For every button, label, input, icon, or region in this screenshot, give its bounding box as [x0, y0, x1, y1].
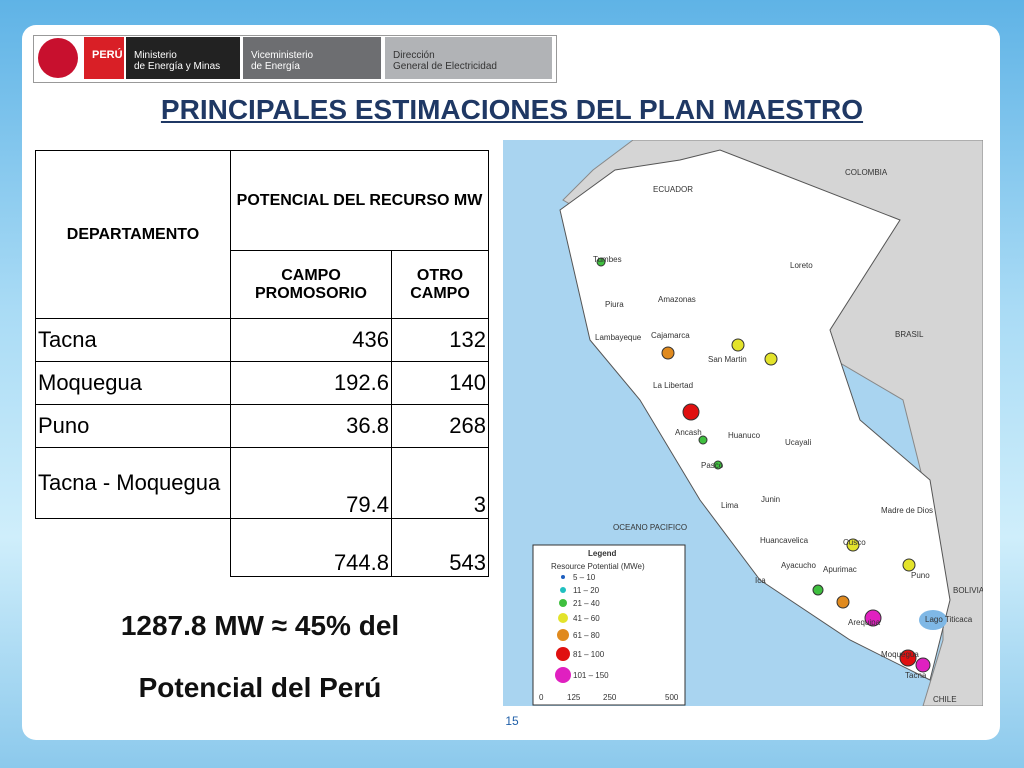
map-label: Huancavelica: [760, 536, 809, 545]
logo-text: Dirección: [393, 50, 435, 61]
cell: Moquegua: [35, 361, 231, 405]
summary: Potencial del Perú: [138, 672, 382, 703]
map-label: Amazonas: [658, 295, 696, 304]
legend-item: 5 – 10: [573, 573, 596, 582]
scale-label: 250: [603, 693, 617, 702]
map-label: BOLIVIA: [953, 586, 983, 595]
cell: 543: [391, 518, 489, 577]
cell: Tacna - Moquegua: [35, 447, 231, 519]
logo-text: General de Electricidad: [393, 61, 497, 72]
cell: Tacna: [35, 318, 231, 362]
header-cell: CAMPO PROMOSORIO: [230, 250, 392, 319]
map-label: OCEANO PACIFICO: [613, 523, 687, 532]
logo-text: Ministerio: [134, 50, 177, 61]
map-label: Lambayeque: [595, 333, 642, 342]
legend-item: 41 – 60: [573, 614, 600, 623]
header-cell: POTENCIAL DEL RECURSO MW: [230, 150, 489, 251]
map-label: Huanuco: [728, 431, 761, 440]
cell: Puno: [35, 404, 231, 448]
map-label: Arequipa: [848, 618, 881, 627]
legend-item: 61 – 80: [573, 631, 600, 640]
map-label: COLOMBIA: [845, 168, 888, 177]
cell: 36.8: [230, 404, 392, 448]
legend-item: 11 – 20: [573, 586, 600, 595]
map-label: Tumbes: [593, 255, 622, 264]
logo-text: de Energía: [251, 61, 300, 72]
map-label: Lago Titicaca: [925, 615, 973, 624]
title: PRINCIPALES ESTIMACIONES DEL PLAN MAESTR…: [160, 94, 864, 125]
logo-vice: Viceministerio de Energía: [243, 37, 381, 79]
legend-subtitle: Resource Potential (MWe): [551, 562, 645, 571]
page-number: 15: [505, 714, 519, 728]
lake: [919, 610, 947, 630]
dots: [596, 257, 931, 673]
logo-text: PERÚ: [92, 49, 123, 61]
legend-item: 101 – 150: [573, 671, 609, 680]
cell: 132: [391, 318, 489, 362]
map-label: La Libertad: [653, 381, 693, 390]
cell: 744.8: [230, 518, 392, 577]
cell: 436: [230, 318, 392, 362]
map-label: Ica: [755, 576, 766, 585]
logo-text: Viceministerio: [251, 50, 314, 61]
scale-label: 125: [567, 693, 581, 702]
cell: 192.6: [230, 361, 392, 405]
map-label: Tacna: [905, 671, 927, 680]
cell: 268: [391, 404, 489, 448]
map-label: Ucayali: [785, 438, 811, 447]
legend-items: 5 – 10 11 – 20 21 – 40 41 – 60 61 – 80 8…: [555, 573, 609, 683]
map: ECUADOR COLOMBIA BRASIL BOLIVIA CHILE OC…: [503, 140, 983, 706]
map-label: Junin: [761, 495, 780, 504]
scale-label: 0: [539, 693, 544, 702]
map-label: Ayacucho: [781, 561, 817, 570]
map-label: Apurimac: [823, 565, 857, 574]
map-label: Lima: [721, 501, 739, 510]
header-cell: DEPARTAMENTO: [35, 150, 231, 319]
map-label: Moquegua: [881, 650, 919, 659]
coat-of-arms: [38, 38, 78, 78]
scale-label: 500: [665, 693, 679, 702]
map-label: Madre de Dios: [881, 506, 933, 515]
map-label: Puno: [911, 571, 930, 580]
map-label: Pasco: [701, 461, 724, 470]
map-label: Cusco: [843, 538, 866, 547]
cell: 79.4: [230, 447, 392, 519]
cell: [35, 518, 231, 577]
map-label: Ancash: [675, 428, 702, 437]
header-cell: OTRO CAMPO: [391, 250, 489, 319]
map-label: ECUADOR: [653, 185, 693, 194]
logo-direction: Dirección General de Electricidad: [385, 37, 552, 79]
map-label: San Martin: [708, 355, 747, 364]
cell: 3: [391, 447, 489, 519]
map-label: Piura: [605, 300, 624, 309]
cell: 140: [391, 361, 489, 405]
map-label: Loreto: [790, 261, 813, 270]
logo-ministry: Ministerio de Energía y Minas: [126, 37, 240, 79]
summary: 1287.8 MW ≈ 45% del: [120, 610, 400, 641]
map-label: BRASIL: [895, 330, 924, 339]
logo-peru: PERÚ: [84, 37, 124, 79]
map-label: Cajamarca: [651, 331, 690, 340]
legend-item: 21 – 40: [573, 599, 600, 608]
logo-text: de Energía y Minas: [134, 61, 221, 72]
legend-title: Legend: [588, 549, 617, 558]
table: DEPARTAMENTO POTENCIAL DEL RECURSO MW CAM…: [35, 150, 489, 577]
legend-item: 81 – 100: [573, 650, 605, 659]
map-label: CHILE: [933, 695, 957, 704]
